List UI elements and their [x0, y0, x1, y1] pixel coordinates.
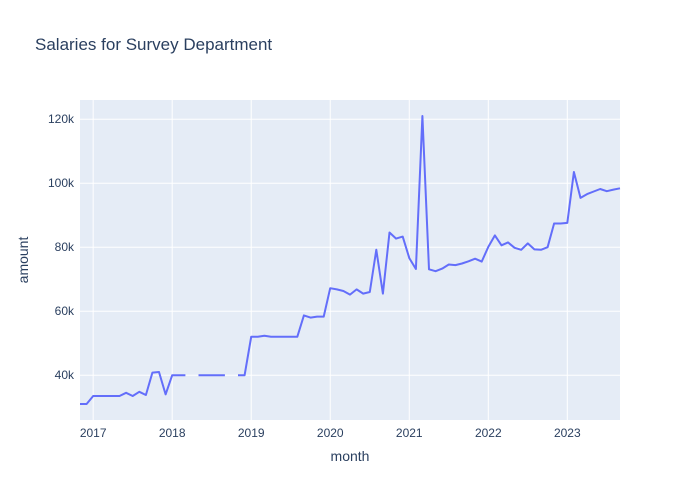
- x-tick-label: 2023: [554, 426, 581, 440]
- x-tick-label: 2019: [238, 426, 265, 440]
- y-tick-label: 80k: [55, 240, 75, 254]
- x-tick-label: 2017: [80, 426, 107, 440]
- x-tick-label: 2021: [396, 426, 423, 440]
- x-tick-label: 2020: [317, 426, 344, 440]
- y-tick-label: 60k: [55, 304, 75, 318]
- x-tick-label: 2022: [475, 426, 502, 440]
- y-tick-labels: 40k 60k 80k 100k 120k: [48, 112, 75, 382]
- x-axis-title: month: [331, 448, 370, 464]
- y-gridlines: [80, 118, 620, 376]
- y-tick-label: 120k: [48, 112, 75, 126]
- series-line: [80, 115, 621, 405]
- x-gridlines: [92, 100, 568, 420]
- plot-background: [80, 100, 620, 420]
- series-layer: [80, 115, 621, 405]
- y-tick-label: 100k: [48, 176, 75, 190]
- y-axis-title: amount: [15, 237, 31, 284]
- x-tick-label: 2018: [159, 426, 186, 440]
- x-tick-labels: 2017 2018 2019 2020 2021 2022 2023: [80, 426, 581, 440]
- y-tick-label: 40k: [55, 368, 75, 382]
- chart-title: Salaries for Survey Department: [35, 35, 272, 54]
